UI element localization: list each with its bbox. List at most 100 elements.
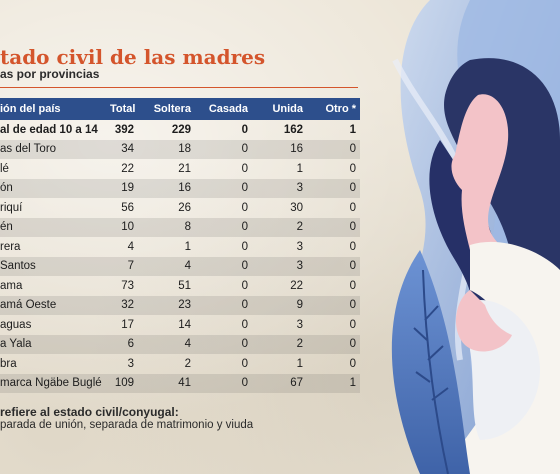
cell-total: 56 <box>121 201 134 214</box>
cell-casada: 0 <box>241 123 248 136</box>
cell-soltera: 26 <box>178 201 191 214</box>
header-region: ión del país <box>0 98 110 120</box>
page-title: tado civil de las madres <box>0 45 266 69</box>
cell-total: 3 <box>127 357 134 370</box>
title-divider <box>0 87 358 88</box>
table-header-row: ión del país Total Soltera Casada Unida … <box>0 98 360 120</box>
cell-casada: 0 <box>241 318 248 331</box>
cell-total: 4 <box>127 240 134 253</box>
cell-region: amá Oeste <box>0 295 110 315</box>
cell-total: 109 <box>110 373 138 393</box>
cell-region: Santos <box>0 256 110 276</box>
cell-casada: 0 <box>241 240 248 253</box>
header-soltera: Soltera <box>138 98 195 120</box>
table-row: amá Oeste 32 23 0 9 0 <box>0 295 360 315</box>
table-row: a Yala 6 4 0 2 0 <box>0 334 360 354</box>
cell-total: 22 <box>121 162 134 175</box>
table-row: ón 19 16 0 3 0 <box>0 178 360 198</box>
cell-otro: 0 <box>307 256 360 276</box>
cell-casada: 0 <box>195 334 252 354</box>
cell-region: riquí <box>0 201 23 214</box>
cell-unida: 9 <box>252 295 307 315</box>
cell-casada: 0 <box>195 178 252 198</box>
table-row: ama 73 51 0 22 0 <box>0 276 360 296</box>
cell-region: ón <box>0 178 110 198</box>
table-row: én 10 8 0 2 0 <box>0 217 360 237</box>
cell-soltera: 4 <box>138 334 195 354</box>
cell-unida: 3 <box>296 240 303 253</box>
cell-casada: 0 <box>195 139 252 159</box>
cell-region: bra <box>0 357 17 370</box>
cell-unida: 16 <box>252 139 307 159</box>
header-total: Total <box>110 98 138 120</box>
cell-unida: 162 <box>283 123 303 136</box>
table-row: bra 3 2 0 1 0 <box>0 354 360 374</box>
cell-region: én <box>0 217 110 237</box>
cell-unida: 2 <box>252 217 307 237</box>
cell-region: marca Ngäbe Buglé <box>0 373 110 393</box>
table-row: Santos 7 4 0 3 0 <box>0 256 360 276</box>
cell-casada: 0 <box>195 217 252 237</box>
cell-soltera: 229 <box>171 123 191 136</box>
cell-otro: 0 <box>349 357 356 370</box>
table-row-total: al de edad 10 a 14 392 229 0 162 1 <box>0 120 360 140</box>
table-row: as del Toro 34 18 0 16 0 <box>0 139 360 159</box>
cell-region: al de edad 10 a 14 <box>0 123 98 136</box>
cell-otro: 1 <box>307 373 360 393</box>
cell-soltera: 51 <box>178 279 191 292</box>
cell-unida: 3 <box>296 318 303 331</box>
cell-total: 6 <box>110 334 138 354</box>
cell-soltera: 2 <box>184 357 191 370</box>
cell-casada: 0 <box>195 295 252 315</box>
table-row: riquí 56 26 0 30 0 <box>0 198 360 218</box>
marital-status-table: ión del país Total Soltera Casada Unida … <box>0 98 360 393</box>
cell-total: 392 <box>114 123 134 136</box>
cell-casada: 0 <box>241 357 248 370</box>
cell-otro: 0 <box>307 295 360 315</box>
cell-unida: 67 <box>252 373 307 393</box>
footnote-title: refiere al estado civil/conyugal: <box>0 405 179 419</box>
cell-region: as del Toro <box>0 139 110 159</box>
cell-soltera: 8 <box>138 217 195 237</box>
data-table-wrapper: ión del país Total Soltera Casada Unida … <box>0 98 360 393</box>
cell-total: 10 <box>110 217 138 237</box>
cell-casada: 0 <box>241 201 248 214</box>
cell-region: rera <box>0 240 21 253</box>
footnote-text: parada de unión, separada de matrimonio … <box>0 419 254 431</box>
cell-soltera: 14 <box>178 318 191 331</box>
cell-otro: 0 <box>349 279 356 292</box>
cell-otro: 1 <box>349 123 356 136</box>
cell-otro: 0 <box>307 178 360 198</box>
cell-soltera: 1 <box>184 240 191 253</box>
cell-unida: 2 <box>252 334 307 354</box>
cell-unida: 1 <box>296 162 303 175</box>
header-casada: Casada <box>195 98 252 120</box>
table-row: aguas 17 14 0 3 0 <box>0 315 360 335</box>
cell-casada: 0 <box>195 373 252 393</box>
cell-total: 73 <box>121 279 134 292</box>
cell-total: 17 <box>121 318 134 331</box>
cell-unida: 30 <box>290 201 303 214</box>
cell-unida: 3 <box>252 256 307 276</box>
header-unida: Unida <box>252 98 307 120</box>
cell-casada: 0 <box>241 279 248 292</box>
cell-total: 7 <box>110 256 138 276</box>
cell-otro: 0 <box>307 217 360 237</box>
cell-soltera: 18 <box>138 139 195 159</box>
cell-soltera: 4 <box>138 256 195 276</box>
cell-region: ama <box>0 279 23 292</box>
cell-unida: 22 <box>290 279 303 292</box>
cell-region: a Yala <box>0 334 110 354</box>
cell-otro: 0 <box>349 162 356 175</box>
cell-soltera: 21 <box>178 162 191 175</box>
table-row: marca Ngäbe Buglé 109 41 0 67 1 <box>0 373 360 393</box>
cell-casada: 0 <box>241 162 248 175</box>
cell-otro: 0 <box>307 139 360 159</box>
page-subtitle: as por provincias <box>0 67 100 81</box>
cell-region: aguas <box>0 318 32 331</box>
header-otro: Otro * <box>307 98 360 120</box>
cell-otro: 0 <box>349 240 356 253</box>
cell-soltera: 23 <box>138 295 195 315</box>
cell-unida: 3 <box>252 178 307 198</box>
